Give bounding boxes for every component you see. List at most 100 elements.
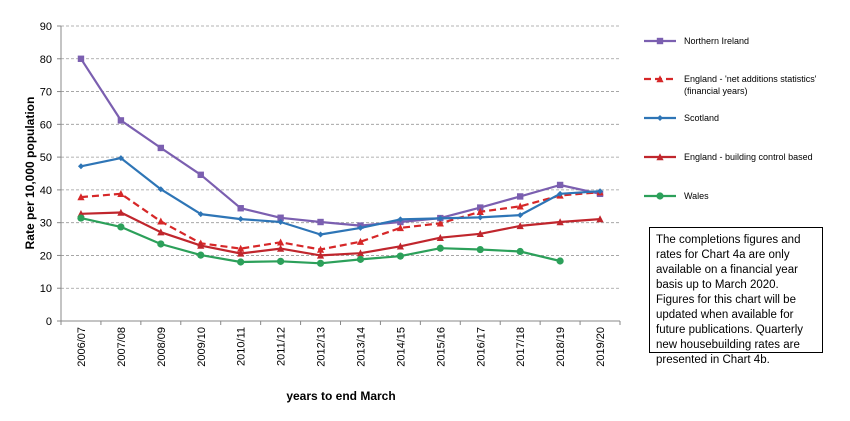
x-tick-label: 2017/18 [515,327,527,367]
y-tick-label: 40 [40,185,52,197]
data-point [436,244,444,252]
data-point [556,181,564,189]
y-tick-labels: 0 10 20 30 40 50 60 70 80 90 [40,21,52,328]
gridlines [57,25,621,325]
data-point [157,144,165,152]
data-point [356,237,365,245]
x-tick-label: 2012/13 [316,327,328,367]
legend-swatch-marker [656,75,664,83]
data-point [237,249,245,257]
data-point [396,224,404,232]
data-point [277,214,284,221]
data-point [277,238,285,246]
chart-note: The completions figures and rates for Ch… [649,227,823,366]
legend-item: England - 'net additions statistics' (fin… [644,74,817,96]
data-point [556,218,564,226]
series-line [80,191,601,251]
data-point [117,208,125,216]
series-lines [77,55,604,267]
data-point [237,205,244,212]
data-point [436,219,444,227]
legend: Northern Ireland England - 'net additions… [644,36,817,201]
data-point [596,215,604,223]
data-point [557,190,564,197]
data-point [197,251,205,259]
data-point [476,230,484,238]
x-tick-label: 2015/16 [435,327,447,367]
legend-swatch-marker [656,37,664,45]
data-point [77,214,85,222]
y-tick-label: 0 [46,316,52,328]
legend-label: Wales [684,191,709,201]
data-point [197,171,204,179]
legend-label: (financial years) [684,86,748,96]
data-point [237,258,245,266]
x-tick-label: 2008/09 [156,327,168,367]
data-point [277,219,284,226]
data-point [277,257,285,265]
series-line [80,157,601,236]
series-0 [77,55,604,229]
data-point [237,244,245,252]
legend-item: Scotland [644,113,719,123]
x-tick-label: 2014/15 [395,327,407,367]
data-point [357,224,364,231]
legend-label: Northern Ireland [684,36,749,46]
data-point [437,215,444,222]
x-tick-label: 2018/19 [555,327,567,367]
data-point [397,216,404,223]
data-point [477,204,484,211]
data-point [356,249,365,257]
data-point [277,244,285,252]
x-tick-label: 2019/20 [595,327,607,367]
legend-item: Wales [644,191,709,201]
legend-swatch-marker [657,115,663,121]
data-point [117,223,125,231]
y-tick-label: 10 [40,283,52,295]
data-point [356,255,365,263]
data-point [476,208,484,216]
y-tick-label: 70 [40,87,52,99]
legend-swatch-marker [656,153,664,161]
y-axis-title: Rate per 10,000 population [23,97,37,250]
data-point [157,186,164,193]
data-point [157,217,165,225]
data-point [117,155,124,162]
data-point [516,202,524,210]
x-tick-label: 2007/08 [116,327,128,367]
axes [60,26,620,322]
data-point [396,252,404,260]
y-tick-label: 90 [40,21,52,33]
x-tick-label: 2006/07 [76,327,88,367]
x-tick-label: 2013/14 [355,327,367,367]
data-point [77,193,85,201]
legend-label: England - building control based [684,152,813,162]
x-axis-title: years to end March [286,389,395,403]
data-point [317,231,324,238]
y-tick-label: 50 [40,152,52,164]
y-tick-label: 60 [40,119,52,131]
y-tick-label: 30 [40,218,52,230]
legend-item: Northern Ireland [644,36,749,46]
legend-swatch-marker [656,192,664,200]
data-point [476,245,484,254]
x-tick-label: 2016/17 [475,327,487,367]
data-point [517,212,524,219]
legend-label: Scotland [684,113,719,123]
data-point [237,216,244,223]
x-tick-labels: 2006/07 2007/08 2008/09 2009/10 2010/11 2011/… [76,327,607,367]
data-point [316,259,325,267]
series-line [80,211,601,257]
legend-label: England - 'net additions statistics' [684,74,817,84]
data-point [516,247,524,256]
data-point [117,117,125,124]
data-point [317,218,324,226]
x-tick-label: 2009/10 [196,327,208,367]
data-point [316,245,325,253]
data-point [157,228,165,236]
x-tick-label: 2011/12 [276,327,288,366]
series-4 [77,214,564,267]
data-point [396,242,404,250]
series-line [80,58,601,227]
y-tick-label: 80 [40,54,52,66]
